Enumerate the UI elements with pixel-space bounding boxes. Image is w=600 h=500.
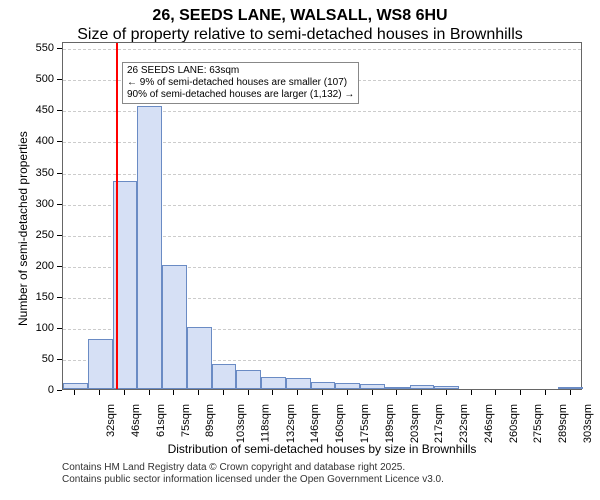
- x-tick-mark: [570, 390, 571, 395]
- y-tick-mark: [57, 328, 62, 329]
- x-tick-mark: [248, 390, 249, 395]
- footer-line1: Contains HM Land Registry data © Crown c…: [62, 462, 444, 474]
- y-tick-label: 200: [0, 260, 54, 272]
- x-tick-mark: [99, 390, 100, 395]
- chart-container: 26, SEEDS LANE, WALSALL, WS8 6HU Size of…: [0, 0, 600, 500]
- footer-line2: Contains public sector information licen…: [62, 474, 444, 486]
- y-tick-label: 550: [0, 42, 54, 54]
- x-tick-label: 232sqm: [458, 404, 470, 443]
- x-tick-label: 189sqm: [384, 404, 396, 443]
- x-tick-mark: [198, 390, 199, 395]
- y-tick-label: 350: [0, 167, 54, 179]
- x-tick-label: 260sqm: [508, 404, 520, 443]
- histogram-bar: [360, 384, 385, 389]
- y-tick-mark: [57, 359, 62, 360]
- x-tick-label: 246sqm: [483, 404, 495, 443]
- y-tick-label: 500: [0, 73, 54, 85]
- x-tick-label: 118sqm: [259, 404, 271, 442]
- x-tick-label: 275sqm: [532, 404, 544, 443]
- y-tick-label: 150: [0, 291, 54, 303]
- y-tick-mark: [57, 235, 62, 236]
- x-tick-mark: [322, 390, 323, 395]
- histogram-bar: [311, 382, 336, 389]
- y-tick-mark: [57, 79, 62, 80]
- histogram-bar: [212, 364, 237, 389]
- x-tick-mark: [520, 390, 521, 395]
- x-tick-label: 132sqm: [285, 404, 297, 443]
- x-tick-label: 160sqm: [334, 404, 346, 443]
- histogram-bar: [63, 383, 88, 389]
- x-tick-mark: [272, 390, 273, 395]
- y-tick-mark: [57, 266, 62, 267]
- annotation-line2: ← 9% of semi-detached houses are smaller…: [127, 77, 354, 89]
- x-tick-mark: [223, 390, 224, 395]
- x-tick-label: 303sqm: [582, 404, 594, 443]
- x-tick-mark: [495, 390, 496, 395]
- histogram-bar: [335, 383, 360, 389]
- y-tick-label: 300: [0, 198, 54, 210]
- x-tick-mark: [471, 390, 472, 395]
- y-tick-label: 100: [0, 322, 54, 334]
- x-tick-label: 103sqm: [235, 404, 247, 443]
- histogram-bar: [558, 387, 583, 389]
- x-tick-label: 146sqm: [310, 404, 322, 443]
- x-tick-mark: [297, 390, 298, 395]
- annotation-box: 26 SEEDS LANE: 63sqm← 9% of semi-detache…: [122, 62, 359, 104]
- annotation-line3: 90% of semi-detached houses are larger (…: [127, 89, 354, 101]
- x-tick-label: 289sqm: [557, 404, 569, 443]
- x-tick-mark: [74, 390, 75, 395]
- y-tick-label: 0: [0, 384, 54, 396]
- x-tick-mark: [446, 390, 447, 395]
- x-tick-label: 89sqm: [204, 404, 216, 437]
- reference-line: [116, 43, 118, 389]
- x-tick-mark: [396, 390, 397, 395]
- footer-text: Contains HM Land Registry data © Crown c…: [62, 462, 444, 486]
- histogram-bar: [286, 378, 311, 389]
- histogram-bar: [137, 106, 162, 389]
- y-tick-label: 50: [0, 353, 54, 365]
- x-tick-mark: [347, 390, 348, 395]
- y-tick-mark: [57, 173, 62, 174]
- histogram-bar: [385, 387, 410, 389]
- annotation-line1: 26 SEEDS LANE: 63sqm: [127, 65, 354, 77]
- y-tick-mark: [57, 110, 62, 111]
- histogram-bar: [410, 385, 435, 389]
- x-tick-label: 32sqm: [105, 404, 117, 437]
- y-tick-mark: [57, 141, 62, 142]
- y-tick-mark: [57, 390, 62, 391]
- x-tick-label: 175sqm: [359, 404, 371, 443]
- gridline: [63, 49, 581, 50]
- histogram-bar: [88, 339, 113, 389]
- y-tick-label: 250: [0, 229, 54, 241]
- plot-area: 26 SEEDS LANE: 63sqm← 9% of semi-detache…: [62, 42, 582, 390]
- histogram-bar: [261, 377, 286, 389]
- x-tick-label: 203sqm: [409, 404, 421, 443]
- y-tick-label: 450: [0, 104, 54, 116]
- x-tick-label: 61sqm: [155, 404, 167, 437]
- x-tick-label: 217sqm: [433, 404, 445, 443]
- x-tick-mark: [421, 390, 422, 395]
- histogram-bar: [236, 370, 261, 389]
- histogram-bar: [187, 327, 212, 389]
- y-tick-label: 400: [0, 135, 54, 147]
- x-tick-mark: [372, 390, 373, 395]
- y-tick-mark: [57, 204, 62, 205]
- x-tick-mark: [545, 390, 546, 395]
- x-axis-label: Distribution of semi-detached houses by …: [62, 442, 582, 456]
- chart-title: 26, SEEDS LANE, WALSALL, WS8 6HU: [0, 0, 600, 25]
- x-tick-mark: [149, 390, 150, 395]
- y-tick-mark: [57, 48, 62, 49]
- x-tick-label: 46sqm: [130, 404, 142, 437]
- x-tick-mark: [124, 390, 125, 395]
- histogram-bar: [162, 265, 187, 389]
- y-tick-mark: [57, 297, 62, 298]
- histogram-bar: [434, 386, 459, 389]
- x-tick-label: 75sqm: [180, 404, 192, 437]
- x-tick-mark: [173, 390, 174, 395]
